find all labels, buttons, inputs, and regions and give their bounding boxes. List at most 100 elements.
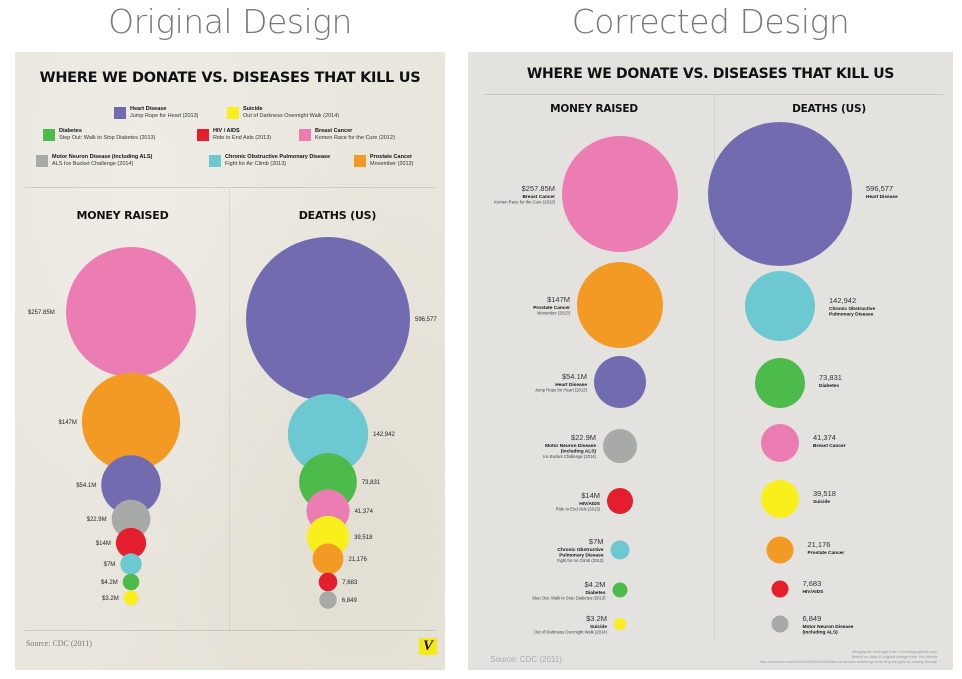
legend-text: Heart Disease Jump Rope for Heart (2013) (130, 106, 198, 119)
money-disease-label: Heart Disease (555, 382, 587, 388)
money-disease-label: HIV/AIDS (579, 501, 601, 507)
legend-swatch (354, 155, 366, 167)
legend-text: Breast Cancer Komen Race for the Cure (20… (315, 128, 395, 141)
death-disease-label: HIV/AIDS (803, 589, 825, 595)
death-disease-label: Suicide (813, 499, 830, 505)
money-disease-label: Diabetes (586, 590, 606, 596)
legend-disease-name: Suicide (243, 106, 263, 112)
death-value-label: 41,374 (813, 433, 836, 442)
legend-item-als: Motor Neuron Disease (including ALS) ALS … (36, 154, 152, 167)
money-bubble-diabetes (122, 573, 140, 591)
money-value-label: $7M (589, 537, 604, 546)
death-label: 21,176 (348, 557, 367, 563)
vox-logo: V (419, 638, 437, 655)
legend-campaign-name: Movember (2013) (370, 160, 414, 167)
death-bubble-prostate (312, 543, 344, 575)
death-disease-label: Pulmonary Disease (829, 312, 874, 318)
legend-campaign-name: Komen Race for the Cure (2012) (315, 134, 395, 141)
money-campaign-label: Jump Rope for Heart (2013) (535, 388, 588, 393)
legend-disease-name: Breast Cancer (315, 128, 353, 134)
legend-campaign-name: Fight for Air Climb (2013) (225, 160, 287, 167)
credit-line: http://www.vox.com/2014/8/20/6040435/als… (759, 659, 937, 664)
money-bubble-prostate (81, 372, 181, 472)
legend-campaign-name: Ride to End Aids (2013) (213, 134, 272, 141)
money-label: $7M (104, 562, 116, 568)
death-bubble-prostate (766, 536, 794, 564)
money-label: $14M (96, 541, 111, 547)
death-value-label: 6,849 (803, 614, 822, 623)
credits: Infographic redesign from CoolInfographi… (637, 649, 937, 664)
death-bubble-suicide (306, 515, 350, 559)
corrected-design-heading: Corrected Design (571, 2, 850, 41)
infographic-title: WHERE WE DONATE VS. DISEASES THAT KILL U… (526, 66, 895, 82)
legend-swatch (43, 129, 55, 141)
money-campaign-label: Ice Bucket Challenge (2014) (543, 454, 596, 459)
death-bubble-copd (287, 393, 369, 475)
money-label: $54.1M (76, 483, 96, 489)
money-label: $4.2M (101, 580, 118, 586)
death-bubble-copd (745, 271, 815, 341)
money-bubble-copd (120, 553, 142, 575)
money-label: $257.85M (28, 310, 55, 316)
death-bubble-hiv (771, 580, 789, 598)
title-divider (484, 94, 943, 95)
original-infographic: WHERE WE DONATE VS. DISEASES THAT KILL U… (15, 52, 445, 670)
money-label: $22.9M (87, 517, 107, 523)
money-value-label: $4.2M (585, 580, 606, 589)
money-bubble-suicide (614, 618, 626, 630)
money-raised-title: MONEY RAISED (550, 103, 638, 115)
death-value-label: 7,683 (803, 579, 822, 588)
money-disease-label: Suicide (590, 624, 607, 630)
legend-text: HIV / AIDS Ride to End Aids (2013) (213, 128, 271, 141)
money-disease-label: Motor Neuron Disease (545, 443, 596, 449)
legend-swatch (209, 155, 221, 167)
legend-disease-name: Diabetes (59, 128, 82, 134)
footer-divider (25, 630, 435, 631)
money-value-label: $257.85M (522, 184, 555, 193)
money-campaign-label: Step Out: Walk to Stop Diabetes (2013) (532, 596, 606, 601)
legend-text: Motor Neuron Disease (including ALS) ALS … (52, 154, 152, 167)
death-label: 73,831 (362, 480, 381, 486)
death-value-label: 142,942 (829, 296, 856, 305)
money-bubble-als (603, 429, 637, 463)
original-design-heading: Original Design (108, 2, 352, 41)
money-bubble-als (111, 499, 151, 539)
legend-campaign-name: ALS Ice Bucket Challenge (2014) (52, 160, 134, 167)
money-value-label: $14M (581, 491, 600, 500)
money-bubble-copd (610, 540, 630, 560)
legend-text: Diabetes Step Out: Walk to Stop Diabetes … (59, 128, 155, 141)
money-bubble-prostate (577, 262, 663, 348)
money-campaign-label: Fight for Air Climb (2013) (557, 558, 604, 563)
money-campaign-label: Ride to End Aids (2013) (556, 507, 601, 512)
money-value-label: $3.2M (586, 614, 607, 623)
death-label: 596,577 (415, 317, 437, 323)
money-raised-title: MONEY RAISED (76, 209, 169, 222)
legend-swatch (197, 129, 209, 141)
death-disease-label: Chronic Obstructive (829, 306, 875, 312)
legend: Heart Disease Jump Rope for Heart (2013) S… (15, 106, 445, 184)
money-bubble-breast (562, 136, 678, 252)
money-campaign-label: Movember (2013) (537, 311, 571, 316)
credit-line: Based on data & original design from Vox… (851, 654, 937, 659)
legend-campaign-name: Out of Darkness Overnight Walk (2014) (243, 112, 340, 119)
legend-swatch (299, 129, 311, 141)
money-bubble-heart (594, 356, 646, 408)
column-divider (229, 189, 230, 632)
death-label: 6,849 (342, 598, 358, 604)
legend-divider (25, 187, 435, 188)
legend-disease-name: Motor Neuron Disease (including ALS) (52, 154, 153, 160)
legend-item-prostate: Prostate Cancer Movember (2013) (354, 154, 413, 167)
money-bubble-suicide (123, 590, 139, 606)
corrected-infographic: WHERE WE DONATE VS. DISEASES THAT KILL U… (468, 52, 953, 670)
legend-swatch (36, 155, 48, 167)
death-bubble-heart (708, 122, 852, 266)
legend-text: Prostate Cancer Movember (2013) (370, 154, 413, 167)
legend-disease-name: Chronic Obstructive Pulmonary Disease (225, 154, 331, 160)
death-bubble-heart (246, 237, 410, 401)
death-disease-label: (including ALS) (803, 630, 839, 636)
legend-disease-name: Heart Disease (130, 106, 167, 112)
death-bubble-als (319, 591, 337, 609)
legend-item-copd: Chronic Obstructive Pulmonary Disease Fig… (209, 154, 330, 167)
money-disease-label: Breast Cancer (522, 194, 555, 200)
